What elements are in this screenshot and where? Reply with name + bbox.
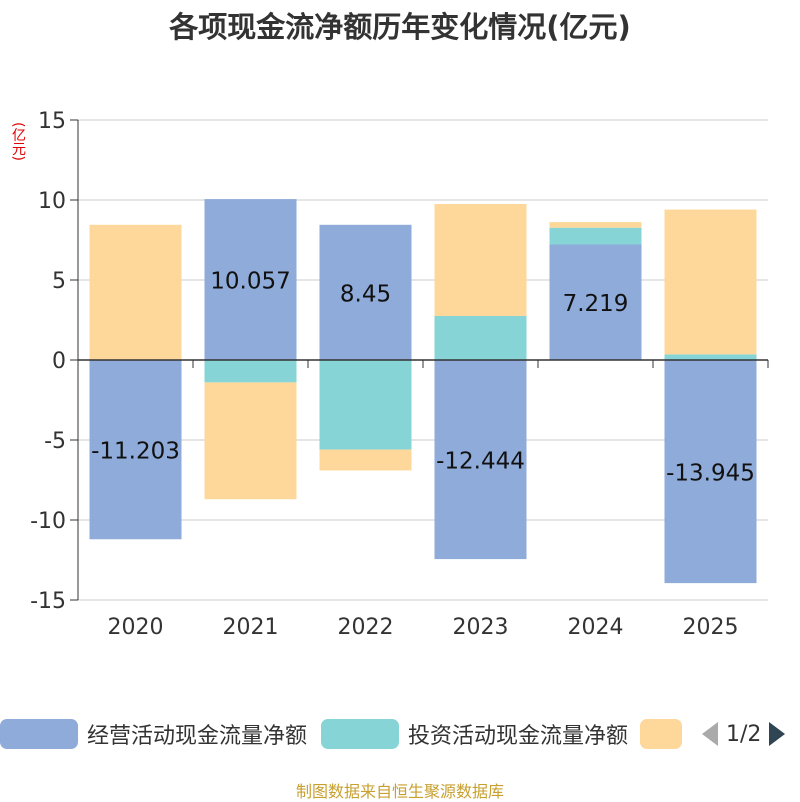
pager-prev-icon[interactable]: [700, 720, 720, 748]
x-tick-label-2025: 2025: [683, 615, 739, 640]
y-tick-label: 5: [52, 269, 66, 294]
legend-label-operating: 经营活动现金流量净额: [87, 724, 308, 749]
bar-2024-series-1: [549, 227, 642, 245]
bar-2022-series-2: [319, 449, 412, 471]
bar-2022-series-1: [319, 360, 412, 450]
y-axis-unit-label: (亿元): [10, 122, 26, 161]
y-tick-label: 10: [38, 189, 66, 214]
x-tick-label-2022: 2022: [338, 615, 394, 640]
legend: 经营活动现金流量净额 投资活动现金流量净额: [0, 716, 800, 752]
x-tick-label-2021: 2021: [223, 615, 279, 640]
data-label-2022: 8.45: [340, 281, 391, 307]
y-tick-label: 15: [38, 109, 66, 134]
bar-2023-series-0: [434, 360, 527, 560]
y-tick-label: -15: [30, 589, 66, 614]
bar-2020-series-0: [89, 360, 182, 540]
data-label-2023: -12.444: [436, 449, 525, 475]
legend-swatch-investing: [321, 719, 399, 749]
legend-pager: 1/2: [700, 716, 787, 752]
bar-2023-series-2: [434, 204, 527, 316]
y-tick-label: -10: [30, 509, 66, 534]
legend-item-financing[interactable]: [640, 716, 682, 752]
pager-next-icon[interactable]: [767, 720, 787, 748]
bar-2020-series-2: [89, 224, 182, 360]
legend-item-investing[interactable]: 投资活动现金流量净额: [321, 716, 628, 752]
x-tick-label-2024: 2024: [568, 615, 624, 640]
chart-title: 各项现金流净额历年变化情况(亿元): [169, 10, 631, 44]
data-source-note: 制图数据来自恒生聚源数据库: [295, 782, 504, 801]
x-tick-label-2023: 2023: [453, 615, 509, 640]
axes: 15 10 5 0 -5 -10 -15 2020 2021 2022 2023 2024 2025: [30, 109, 769, 640]
legend-item-operating[interactable]: 经营活动现金流量净额: [0, 716, 307, 752]
legend-label-investing: 投资活动现金流量净额: [408, 724, 629, 749]
bar-2025-series-2: [664, 209, 757, 355]
x-tick-label-2020: 2020: [108, 615, 164, 640]
bar-2025-series-1: [664, 354, 757, 360]
data-label-2025: -13.945: [666, 461, 755, 487]
bar-2024-series-0: [549, 244, 642, 360]
data-label-2024: 7.219: [563, 291, 629, 317]
bar-2022-series-0: [319, 224, 412, 360]
data-label-2021: 10.057: [210, 269, 290, 295]
bar-2025-series-0: [664, 360, 757, 584]
y-tick-label: 0: [52, 349, 66, 374]
bar-2021-series-2: [204, 382, 297, 500]
bar-2021-series-0: [204, 199, 297, 360]
data-label-2020: -11.203: [91, 439, 180, 465]
bar-2021-series-1: [204, 360, 297, 383]
data-labels: -11.203 10.057 8.45 -12.444 7.219 -13.945: [91, 269, 755, 487]
bar-2024-series-2: [549, 222, 642, 228]
pager-page-indicator: 1/2: [726, 721, 762, 747]
bars: [89, 199, 757, 584]
bar-2023-series-1: [434, 316, 527, 360]
y-tick-label: -5: [44, 429, 66, 454]
legend-swatch-operating: [0, 719, 78, 749]
legend-swatch-financing: [640, 719, 682, 749]
